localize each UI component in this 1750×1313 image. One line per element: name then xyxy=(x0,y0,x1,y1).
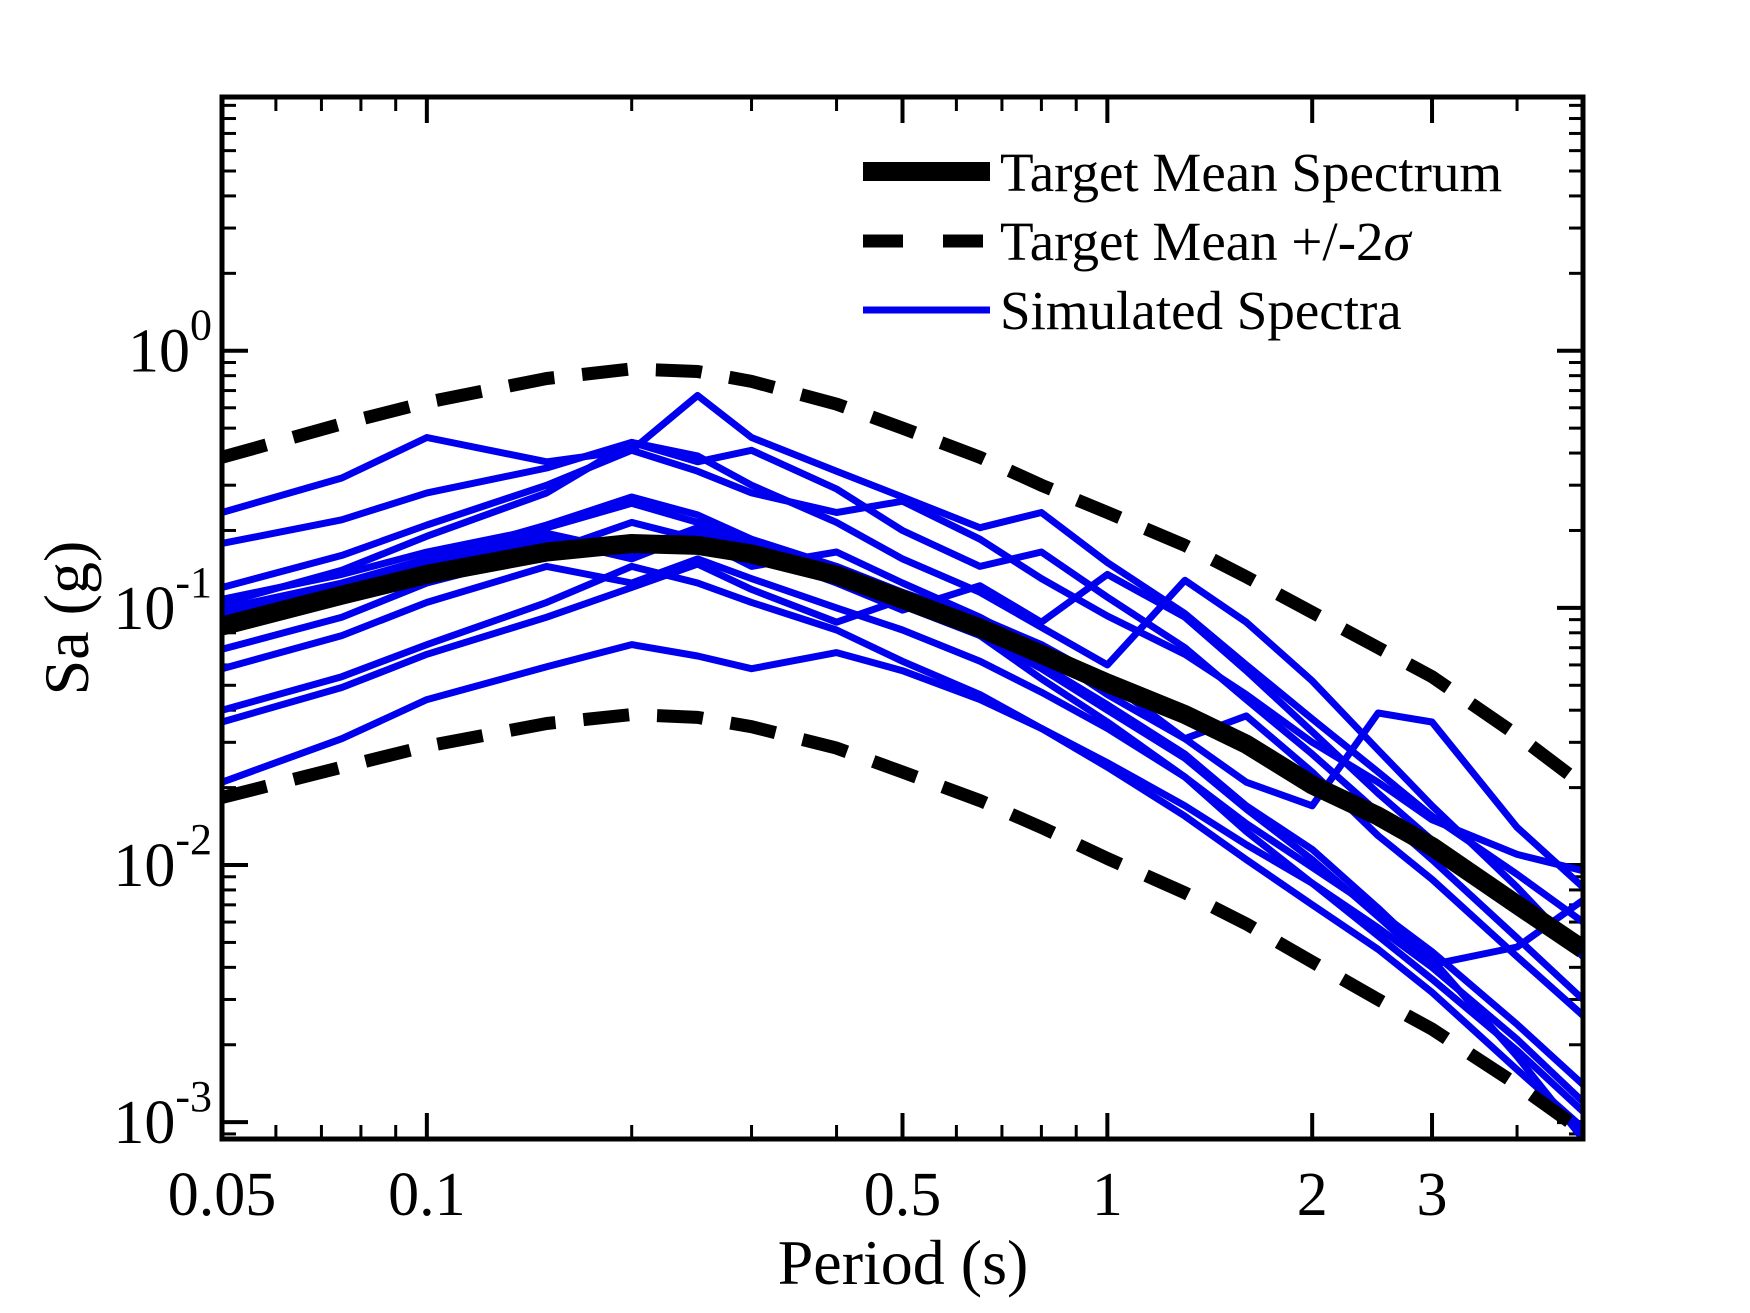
legend: Target Mean Spectrum Target Mean +/-2σ S… xyxy=(863,142,1502,341)
y-axis-label: Sa (g) xyxy=(31,541,102,696)
simulated-spectrum-line-6 xyxy=(222,438,1583,960)
legend-label-simulated: Simulated Spectra xyxy=(1000,280,1402,341)
x-tick-label: 2 xyxy=(1297,1161,1328,1229)
x-tick-label: 1 xyxy=(1092,1161,1123,1229)
y-tick-mantissa: 10 xyxy=(113,575,175,643)
x-axis-label: Period (s) xyxy=(778,1227,1029,1298)
simulated-spectrum-line-11 xyxy=(222,562,1583,1131)
target-upper-spectrum-line xyxy=(222,362,1583,791)
y-tick-mantissa: 10 xyxy=(128,318,190,386)
data-series xyxy=(222,362,1583,1139)
y-tick-exponent: 0 xyxy=(190,301,212,350)
legend-label-sigma-glyph: σ xyxy=(1384,211,1413,272)
y-tick-mantissa: 10 xyxy=(113,1089,175,1157)
y-tick-exponent: -2 xyxy=(175,815,212,864)
simulated-spectrum-line-5 xyxy=(222,392,1583,925)
x-tick-label: 3 xyxy=(1417,1161,1448,1229)
x-tick-label: 0.1 xyxy=(388,1161,466,1229)
legend-label-target-2sigma: Target Mean +/-2σ xyxy=(1000,211,1413,272)
plot-area-background xyxy=(222,97,1583,1139)
legend-swatch-target-mean xyxy=(863,162,990,181)
y-tick-label: 10-3 xyxy=(113,1072,212,1157)
simulated-spectrum-line-8 xyxy=(222,529,1583,955)
y-tick-exponent: -1 xyxy=(175,558,212,607)
target-mean-spectrum-line xyxy=(222,534,1583,958)
x-tick-label: 0.05 xyxy=(168,1161,277,1229)
plot-frame xyxy=(219,94,1586,1142)
x-tick-label: 0.5 xyxy=(864,1161,942,1229)
simulated-spectrum-line-3 xyxy=(222,434,1583,875)
legend-label-2sigma-prefix: Target Mean +/-2 xyxy=(1000,211,1384,272)
legend-label-target-mean: Target Mean Spectrum xyxy=(1000,142,1502,203)
y-tick-label: 10-2 xyxy=(113,815,212,900)
y-tick-exponent: -3 xyxy=(175,1072,212,1121)
y-tick-mantissa: 10 xyxy=(113,832,175,900)
target-lower-spectrum-line xyxy=(222,708,1583,1137)
y-tick-label: 100 xyxy=(128,301,212,386)
y-tick-label: 10-1 xyxy=(113,558,212,643)
simulated-spectrum-line-13 xyxy=(222,641,1583,1105)
